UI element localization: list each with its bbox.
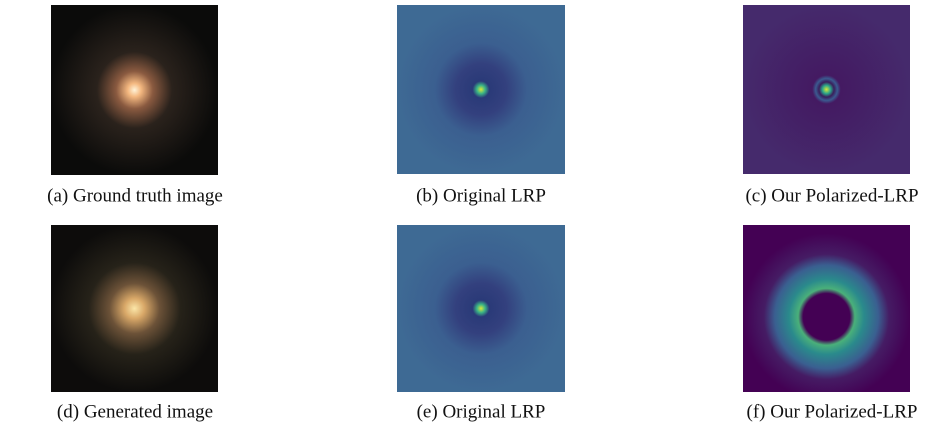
panel-e: (e) Original LRP bbox=[397, 225, 565, 422]
panel-b: (b) Original LRP bbox=[397, 5, 565, 206]
panel-f: (f) Our Polarized-LRP bbox=[743, 225, 917, 422]
caption: (d) Generated image bbox=[57, 401, 213, 422]
image bbox=[743, 5, 910, 174]
panel-c: (c) Our Polarized-LRP bbox=[743, 5, 919, 206]
panel-d: (d) Generated image bbox=[51, 225, 218, 422]
caption: (f) Our Polarized-LRP bbox=[747, 401, 918, 422]
image bbox=[743, 225, 910, 392]
caption: (e) Original LRP bbox=[417, 401, 546, 422]
panel-a: (a) Ground truth image bbox=[47, 5, 223, 206]
image bbox=[397, 5, 565, 174]
caption: (b) Original LRP bbox=[416, 185, 546, 206]
caption: (c) Our Polarized-LRP bbox=[745, 185, 918, 206]
caption: (a) Ground truth image bbox=[47, 185, 223, 206]
image bbox=[51, 225, 218, 392]
image bbox=[397, 225, 565, 392]
image bbox=[51, 5, 218, 175]
